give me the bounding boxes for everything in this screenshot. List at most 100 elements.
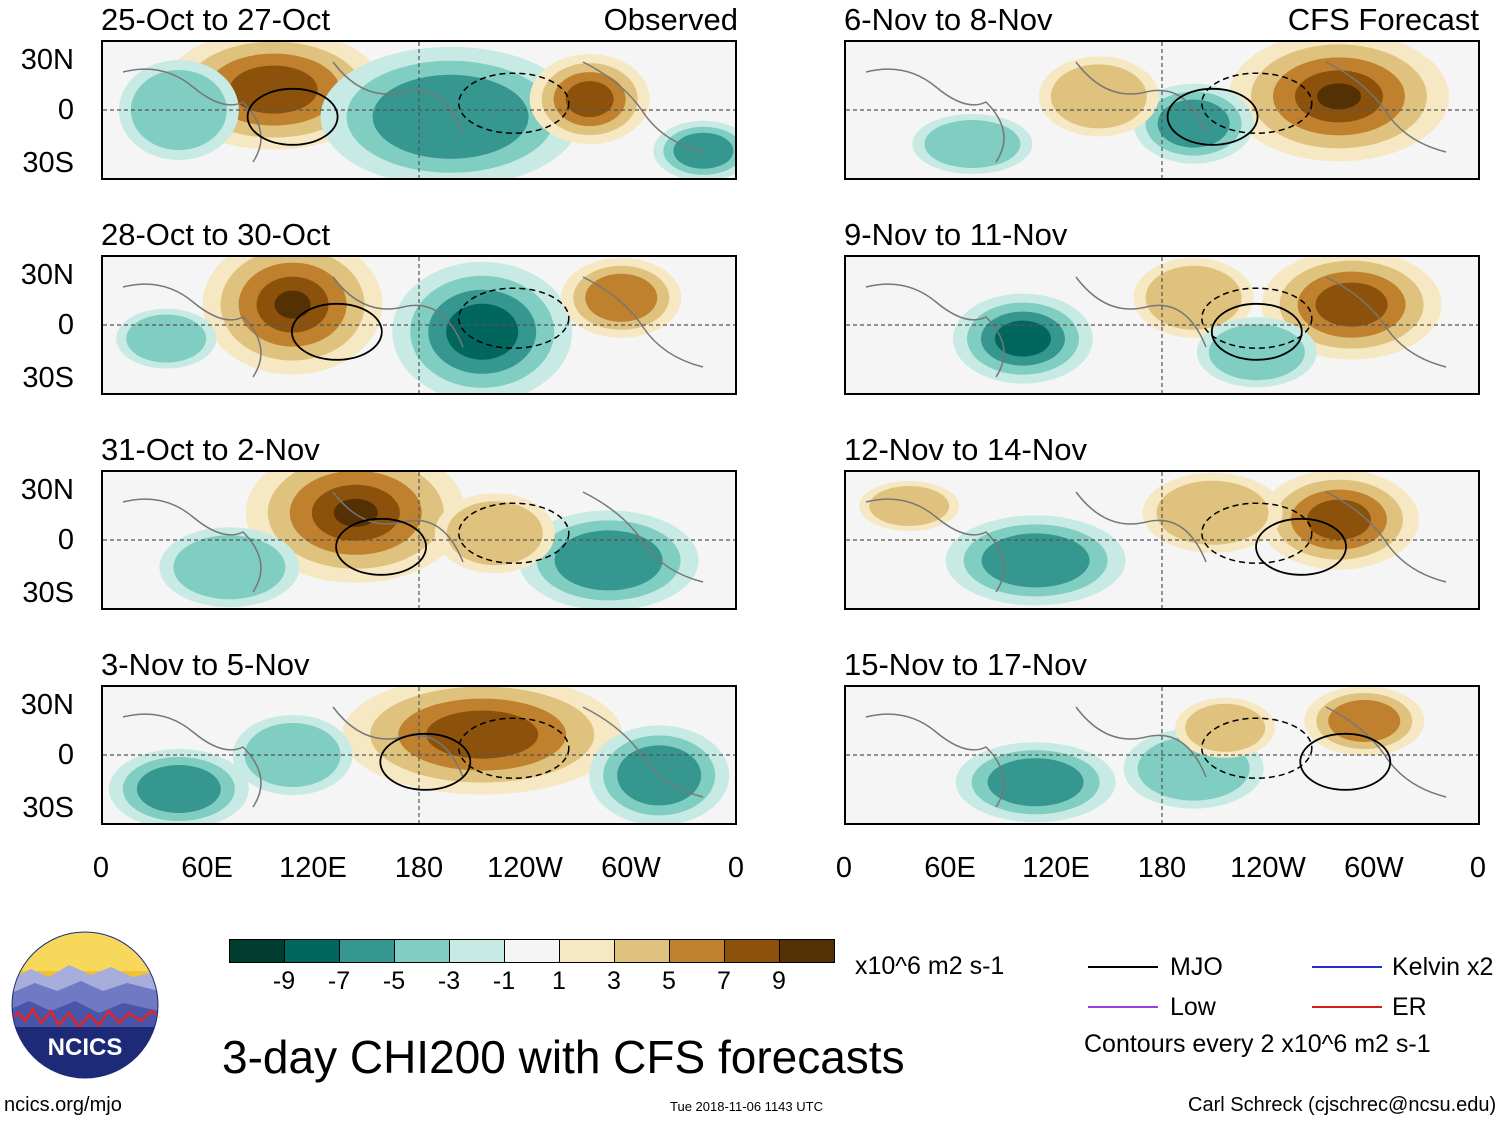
lat-label-30s-row3: 30S <box>22 577 74 609</box>
colorbar-segment-11 <box>780 940 834 962</box>
panel-title-right-4: 15-Nov to 17-Nov <box>844 647 1087 682</box>
footer-timestamp: Tue 2018-11-06 1143 UTC <box>670 1099 823 1114</box>
legend-line-mjo <box>1088 966 1158 968</box>
panel-title-left-2: 28-Oct to 30-Oct <box>101 217 331 252</box>
observed-label: Observed <box>603 2 738 37</box>
lat-label-30n-row1: 30N <box>20 44 74 76</box>
map-field <box>103 472 735 608</box>
colorbar-segment-3 <box>340 940 395 962</box>
anomaly-contour <box>173 535 286 600</box>
lat-label-30n-row4: 30N <box>20 689 74 721</box>
coastline <box>865 61 1447 163</box>
lon-label-left-60e: 60E <box>181 852 233 884</box>
anomaly-contour <box>446 303 519 360</box>
colorbar-segment-2 <box>285 940 340 962</box>
colorbar-segment-1 <box>230 940 285 962</box>
mjo-contour <box>335 517 427 576</box>
lon-label-right-180: 180 <box>1137 852 1187 884</box>
map-panel-right-1 <box>844 40 1480 180</box>
colorbar-label-1: -9 <box>272 967 296 995</box>
lat-label-30s-row2: 30S <box>22 362 74 394</box>
colorbar-segment-5 <box>450 940 505 962</box>
panel-title-right-1: 6-Nov to 8-Nov <box>844 2 1053 37</box>
anomaly-contour <box>446 501 543 566</box>
mjo-contour <box>246 87 339 146</box>
anomaly-contour <box>229 65 318 114</box>
coastline <box>865 706 1447 808</box>
colorbar-segment-10 <box>725 940 780 962</box>
legend-label-kelvin: Kelvin x2 <box>1392 953 1494 981</box>
mjo-contour-negative <box>1201 717 1313 779</box>
map-panel-right-3 <box>844 470 1480 610</box>
mjo-contour-negative <box>1201 287 1313 349</box>
map-field <box>103 42 735 178</box>
map-field <box>846 472 1478 608</box>
legend-label-er: ER <box>1392 993 1427 1021</box>
lat-label-eq-row2: 0 <box>57 309 74 341</box>
legend-label-mjo: MJO <box>1170 953 1223 981</box>
map-field <box>846 257 1478 393</box>
anomaly-contour <box>130 70 227 150</box>
mjo-contour <box>1255 517 1347 576</box>
colorbar-label-2: -7 <box>327 967 351 995</box>
mjo-contour <box>379 732 472 791</box>
anomaly-contour <box>274 290 311 319</box>
lat-label-eq-row1: 0 <box>57 94 74 126</box>
anomaly-contour <box>673 132 734 169</box>
main-title: 3-day CHI200 with CFS forecasts <box>222 1031 905 1083</box>
anomaly-contour <box>994 320 1051 357</box>
anomaly-contour <box>1328 700 1401 742</box>
coastline <box>865 491 1447 593</box>
anomaly-contour <box>372 74 529 159</box>
colorbar-label-5: -1 <box>492 967 516 995</box>
anomaly-contour <box>987 758 1084 807</box>
anomaly-contour <box>126 314 207 363</box>
legend-line-low <box>1088 1006 1158 1008</box>
anomaly-contour <box>136 765 221 813</box>
colorbar-segment-9 <box>670 940 725 962</box>
panel-title-right-2: 9-Nov to 11-Nov <box>844 217 1068 252</box>
lat-label-30s-row4: 30S <box>22 792 74 824</box>
anomaly-contour <box>1157 99 1230 148</box>
anomaly-contour <box>333 498 378 527</box>
lat-label-30s-row1: 30S <box>22 147 74 179</box>
colorbar-label-3: -5 <box>382 967 406 995</box>
legend-line-er <box>1312 1006 1382 1008</box>
mjo-contour <box>1299 732 1392 791</box>
panel-title-right-3: 12-Nov to 14-Nov <box>844 432 1087 467</box>
colorbar-label-4: -3 <box>437 967 461 995</box>
contour-note: Contours every 2 x10^6 m2 s-1 <box>1084 1030 1431 1058</box>
colorbar-segment-8 <box>615 940 670 962</box>
mjo-contour <box>1210 302 1303 361</box>
anomaly-contour <box>565 81 614 118</box>
footer-author: Carl Schreck (cjschrec@ncsu.edu) <box>1188 1094 1497 1116</box>
lon-label-right-60e: 60E <box>924 852 976 884</box>
legend-label-low: Low <box>1170 993 1216 1021</box>
anomaly-contour <box>869 486 950 526</box>
mjo-contour-negative <box>458 502 570 564</box>
map-field <box>846 42 1478 178</box>
map-panel-left-3 <box>101 470 737 610</box>
footer-url[interactable]: ncics.org/mjo <box>4 1094 122 1116</box>
forecast-label: CFS Forecast <box>1287 2 1479 37</box>
colorbar-label-8: 5 <box>662 967 676 995</box>
colorbar-units: x10^6 m2 s-1 <box>855 952 1005 980</box>
colorbar-label-7: 3 <box>607 967 621 995</box>
lon-label-right-60w: 60W <box>1344 852 1404 884</box>
map-field <box>103 257 735 393</box>
colorbar <box>229 939 835 963</box>
lon-label-left-60w: 60W <box>601 852 661 884</box>
colorbar-segment-4 <box>395 940 450 962</box>
anomaly-contour <box>1145 265 1242 330</box>
lat-label-eq-row3: 0 <box>57 524 74 556</box>
lat-label-30n-row2: 30N <box>20 259 74 291</box>
map-panel-right-2 <box>844 255 1480 395</box>
anomaly-contour <box>1208 324 1305 381</box>
panel-title-left-1: 25-Oct to 27-Oct <box>101 2 331 37</box>
anomaly-contour <box>585 273 658 322</box>
legend-line-kelvin <box>1312 966 1382 968</box>
anomaly-contour <box>426 710 539 759</box>
colorbar-segment-7 <box>560 940 615 962</box>
colorbar-label-9: 7 <box>717 967 731 995</box>
lon-label-right-0: 0 <box>835 852 853 884</box>
